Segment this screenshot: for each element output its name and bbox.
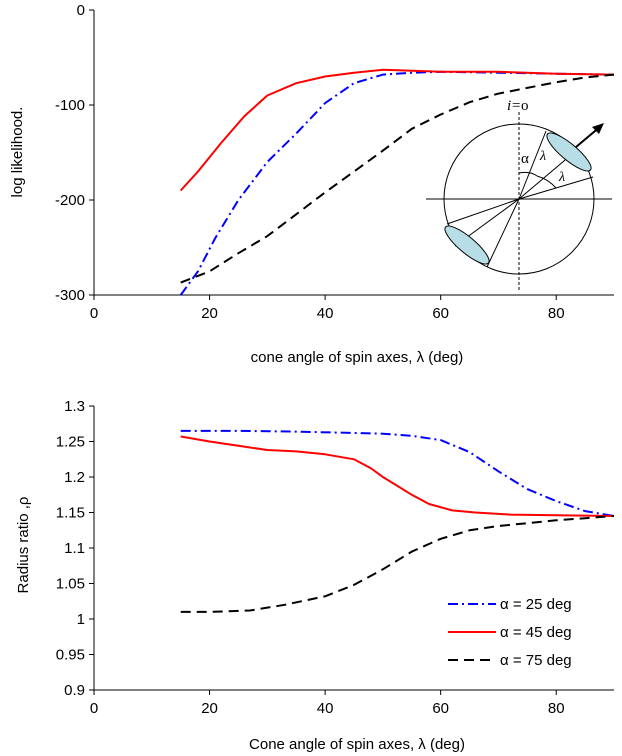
y-tick-label: -200: [55, 192, 85, 209]
y-tick-label: 1.15: [56, 505, 85, 522]
chart1-series-line-2: [179, 68, 615, 192]
chart2-x-axis-label: Cone angle of spin axes, λ (deg): [249, 736, 465, 753]
chart1-axes: [89, 9, 614, 300]
inset-label-o: o: [521, 98, 529, 114]
chart1-series-line-3: [180, 73, 615, 284]
chart2-series-line-2: [180, 435, 615, 517]
log-likelihood-chart: 0 20 40 60 80 0 -100 -200 -300 cone angle of spi…: [9, 2, 615, 366]
spin-cone-inset: i = o α λ λ: [426, 98, 612, 290]
chart1-x-axis-label: cone angle of spin axes, λ (deg): [251, 349, 464, 366]
inset-line-4: [446, 198, 520, 225]
x-tick-label: 40: [317, 700, 334, 717]
radius-ratio-chart: 0 20 40 60 80 1.3 1.25 1.2 1.15 1.1 1.05 1 0.95 0.9 C…: [15, 398, 615, 753]
inset-label-lambda-2: λ: [558, 170, 565, 185]
chart1-series-line-1: [179, 70, 615, 296]
chart2-series-line-3: [180, 515, 615, 613]
chart2-tick-labels: 0 20 40 60 80 1.3 1.25 1.2 1.15 1.1 1.05 1 0.95 0.9: [56, 398, 565, 717]
y-tick-label: 0.9: [64, 682, 85, 699]
inset-line-6: [486, 198, 520, 268]
x-tick-label: 20: [201, 305, 218, 322]
legend-label: α = 25 deg: [500, 596, 572, 613]
y-tick-label: 1.05: [56, 576, 85, 593]
y-tick-label: -300: [55, 287, 85, 304]
inset-line-1: [518, 130, 547, 200]
chart2-series-line-1: [180, 429, 615, 517]
x-tick-label: 60: [432, 700, 449, 717]
inset-cap-lower: [444, 225, 490, 265]
chart1-tick-labels: 0 20 40 60 80 0 -100 -200 -300: [55, 2, 565, 322]
x-tick-label: 20: [201, 700, 218, 717]
chart2-series-group: [180, 429, 615, 613]
inset-line-2: [518, 154, 572, 200]
chart1-series-group: [179, 68, 615, 296]
x-tick-label: 80: [548, 700, 565, 717]
y-tick-label: 1: [77, 611, 85, 628]
legend-label: α = 75 deg: [500, 652, 572, 669]
x-tick-label: 0: [90, 700, 98, 717]
y-tick-label: 1.3: [64, 398, 85, 415]
y-tick-label: 1.1: [64, 540, 85, 557]
x-tick-label: 0: [90, 305, 98, 322]
y-tick-label: 0.95: [56, 647, 85, 664]
inset-alpha-arc: [518, 171, 538, 177]
chart2-legend: α = 25 deg α = 45 deg α = 75 deg: [448, 596, 572, 669]
legend-label: α = 45 deg: [500, 624, 572, 641]
inset-label-eq: =: [512, 98, 520, 114]
x-tick-label: 60: [432, 305, 449, 322]
x-tick-label: 40: [317, 305, 334, 322]
inset-arrow-head: [592, 123, 604, 134]
inset-cap-upper: [546, 132, 592, 172]
inset-label-alpha: α: [521, 151, 529, 167]
chart2-axes: [89, 405, 614, 695]
inset-label-i: i: [507, 98, 511, 114]
chart1-y-axis-label: log likelihood.: [9, 107, 26, 198]
inset-label-lambda-1: λ: [539, 149, 546, 164]
y-tick-label: 1.25: [56, 434, 85, 451]
chart2-y-axis-label: Radius ratio ,ρ: [15, 497, 32, 594]
y-tick-label: 1.2: [64, 469, 85, 486]
inset-circle: [443, 123, 595, 275]
x-tick-label: 80: [548, 305, 565, 322]
inset-lambda-arc: [536, 175, 557, 189]
y-tick-label: -100: [55, 97, 85, 114]
y-tick-label: 0: [77, 2, 85, 19]
